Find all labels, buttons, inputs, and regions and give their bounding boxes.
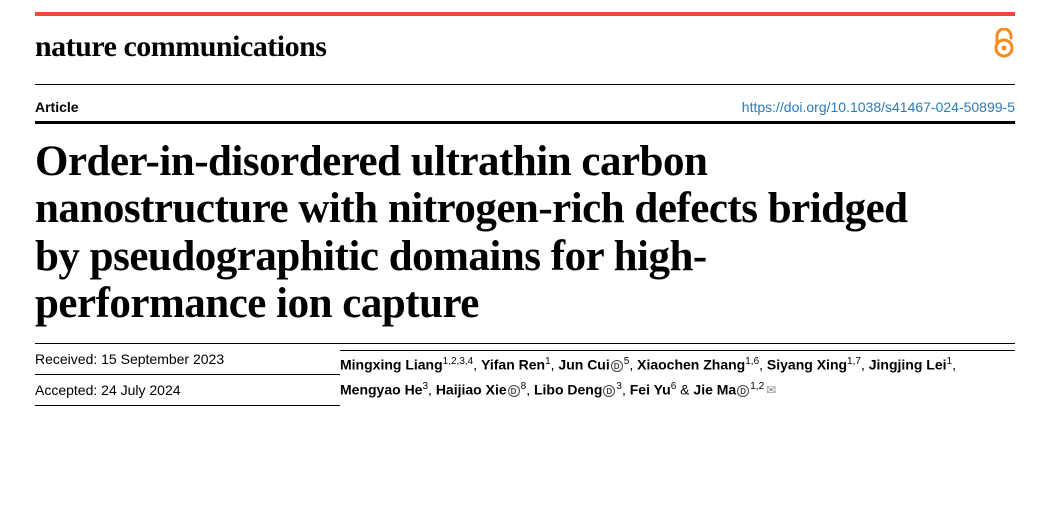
author-name: Jun Cui	[558, 357, 609, 373]
author-name: Mingxing Liang	[340, 357, 443, 373]
doi-link[interactable]: https://doi.org/10.1038/s41467-024-50899…	[742, 99, 1015, 115]
article-title: Order-in-disordered ultrathin carbon nan…	[0, 124, 960, 343]
author-name: Siyang Xing	[767, 357, 847, 373]
author-name: Libo Deng	[534, 381, 602, 397]
author-name: Jingjing Lei	[869, 357, 947, 373]
author-name: Fei Yu	[630, 381, 671, 397]
accepted-date: Accepted: 24 July 2024	[35, 375, 320, 405]
author-affiliation: 1,7	[847, 356, 861, 367]
journal-name: nature communications	[35, 30, 326, 64]
orcid-icon[interactable]	[737, 385, 749, 397]
divider	[35, 405, 340, 406]
authors-list: Mingxing Liang1,2,3,4, Yifan Ren1, Jun C…	[340, 353, 1015, 402]
author-affiliation: 1,6	[745, 356, 759, 367]
divider	[340, 350, 1015, 351]
author-affiliation: 1	[947, 356, 953, 367]
article-label-row: Article https://doi.org/10.1038/s41467-0…	[0, 85, 1050, 121]
mail-icon[interactable]: ✉	[766, 383, 776, 397]
author-name: Yifan Ren	[481, 357, 545, 373]
authors-block: Mingxing Liang1,2,3,4, Yifan Ren1, Jun C…	[340, 344, 1015, 406]
author-affiliation: 1	[545, 356, 551, 367]
author-affiliation: 3	[422, 381, 428, 392]
author-name: Mengyao He	[340, 381, 422, 397]
orcid-icon[interactable]	[611, 360, 623, 372]
author-affiliation: 1,2	[750, 381, 764, 392]
article-type-label: Article	[35, 99, 79, 115]
author-affiliation: 3	[616, 381, 622, 392]
author-affiliation: 5	[624, 356, 630, 367]
received-date: Received: 15 September 2023	[35, 344, 320, 374]
dates-column: Received: 15 September 2023 Accepted: 24…	[35, 344, 340, 406]
author-name: Xiaochen Zhang	[637, 357, 745, 373]
orcid-icon[interactable]	[603, 385, 615, 397]
journal-header: nature communications	[0, 16, 1050, 84]
orcid-icon[interactable]	[508, 385, 520, 397]
meta-row: Received: 15 September 2023 Accepted: 24…	[0, 344, 1050, 406]
author-affiliation: 6	[671, 381, 677, 392]
author-name: Haijiao Xie	[436, 381, 507, 397]
author-name: Jie Ma	[693, 381, 736, 397]
author-affiliation: 8	[521, 381, 527, 392]
author-affiliation: 1,2,3,4	[443, 356, 474, 367]
open-access-icon	[993, 28, 1015, 66]
